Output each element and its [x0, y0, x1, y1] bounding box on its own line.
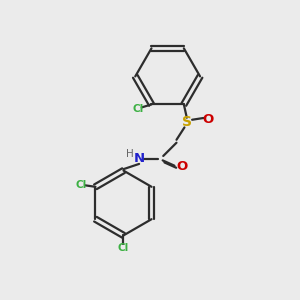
- Text: N: N: [134, 152, 145, 165]
- Text: Cl: Cl: [75, 180, 86, 190]
- Text: S: S: [182, 115, 192, 129]
- Text: Cl: Cl: [133, 104, 144, 114]
- Text: O: O: [202, 113, 214, 126]
- Text: O: O: [176, 160, 187, 173]
- Text: H: H: [126, 148, 134, 159]
- Text: Cl: Cl: [118, 243, 129, 253]
